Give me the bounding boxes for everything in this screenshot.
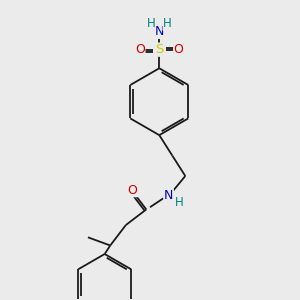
Text: H: H bbox=[175, 196, 183, 208]
Text: O: O bbox=[128, 184, 137, 196]
Text: N: N bbox=[164, 189, 173, 202]
Text: S: S bbox=[155, 43, 164, 56]
Text: O: O bbox=[135, 43, 145, 56]
Text: N: N bbox=[154, 26, 164, 38]
Text: O: O bbox=[174, 43, 184, 56]
Text: H: H bbox=[163, 17, 172, 30]
Text: H: H bbox=[147, 17, 155, 30]
